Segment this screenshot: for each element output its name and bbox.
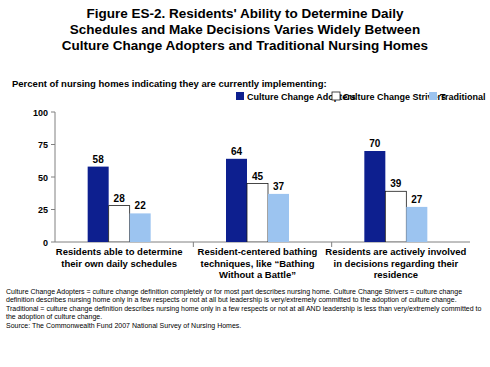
bar — [364, 151, 385, 242]
x-tick-label: Residents are actively involved in decis… — [324, 246, 468, 281]
data-label: 39 — [390, 178, 402, 189]
notes: Culture Change Adopters = culture change… — [6, 288, 482, 330]
y-tick-label: 0 — [43, 238, 48, 248]
legend-label: Culture Change Adopters — [247, 92, 356, 102]
y-tick — [51, 177, 55, 178]
y-tick — [51, 144, 55, 145]
y-tick — [51, 242, 55, 243]
x-tick-label: Resident-centered bathing techniques, li… — [186, 246, 330, 281]
bar — [226, 159, 247, 242]
bar — [88, 167, 109, 242]
bar — [406, 207, 427, 242]
y-tick — [51, 112, 55, 113]
bar — [268, 194, 289, 242]
chart-root: Figure ES-2. Residents' Ability to Deter… — [0, 0, 490, 367]
subtitle: Percent of nursing homes indicating they… — [12, 78, 327, 89]
bar — [247, 184, 268, 243]
data-label: 27 — [411, 194, 423, 205]
bars — [88, 151, 428, 242]
bar — [109, 206, 130, 242]
bar — [385, 191, 406, 242]
legend-label: Traditional — [440, 92, 486, 102]
source: Source: The Commonwealth Fund 2007 Natio… — [6, 322, 482, 330]
chart-svg: 0 25 50 75 100 58 28 22 64 45 37 70 39 27 Culture Chan… — [0, 0, 490, 367]
legend-label: Culture Change Strivers — [343, 92, 446, 102]
y-tick-label: 75 — [38, 140, 48, 150]
data-label: 22 — [135, 200, 147, 211]
x-tick — [193, 242, 194, 247]
data-label: 58 — [93, 154, 105, 165]
y-tick-label: 100 — [33, 108, 48, 118]
x-tick-label: Residents able to determine their own da… — [47, 246, 191, 269]
legend-swatch — [332, 92, 340, 100]
data-label: 45 — [252, 171, 264, 182]
data-label: 28 — [114, 193, 126, 204]
data-label: 37 — [273, 181, 285, 192]
title: Figure ES-2. Residents' Ability to Deter… — [60, 6, 430, 54]
y-tick-label: 25 — [38, 205, 48, 215]
legend-swatch — [236, 92, 244, 100]
y-tick — [51, 209, 55, 210]
legend-swatch — [429, 92, 437, 100]
footnote: Culture Change Adopters = culture change… — [6, 288, 482, 322]
data-label: 70 — [369, 138, 381, 149]
data-label: 64 — [231, 146, 243, 157]
bar — [130, 213, 151, 242]
y-tick-label: 50 — [38, 173, 48, 183]
